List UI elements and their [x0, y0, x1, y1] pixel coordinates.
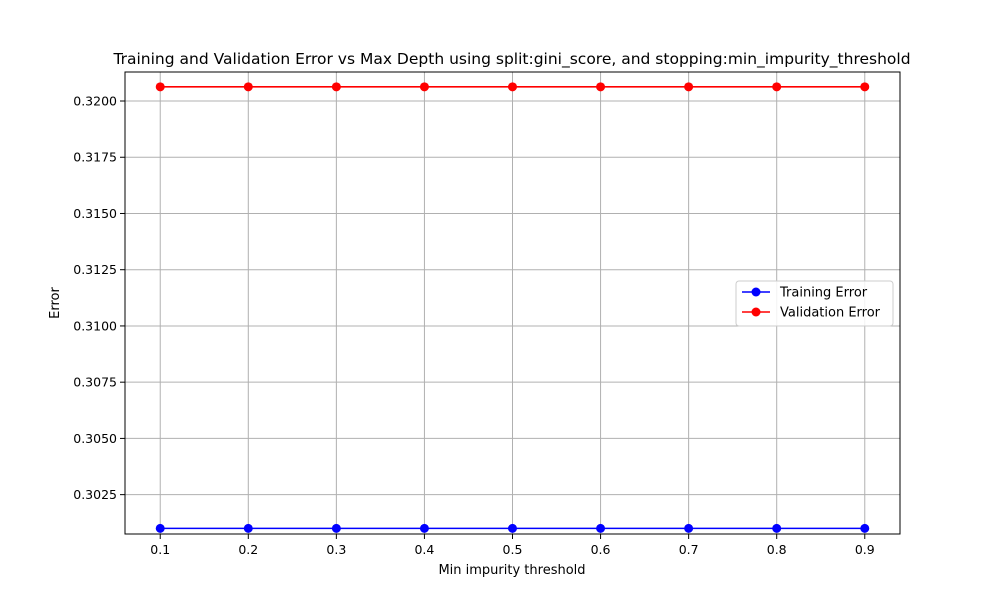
validation-error-point — [596, 82, 606, 92]
x-tick-label: 0.7 — [679, 542, 699, 557]
x-tick-label: 0.4 — [414, 542, 434, 557]
validation-error-series — [155, 82, 870, 92]
y-tick-label: 0.3175 — [73, 150, 117, 165]
training-error-point — [419, 523, 429, 533]
validation-error-point — [508, 82, 517, 92]
validation-error-point — [331, 82, 341, 92]
training-error-point — [155, 523, 165, 533]
y-tick-label: 0.3025 — [73, 487, 117, 502]
legend-box — [735, 280, 894, 327]
training-error-point — [508, 523, 517, 533]
x-tick-label: 0.6 — [591, 542, 611, 557]
training-error-point — [331, 523, 341, 533]
series-layer — [155, 82, 870, 533]
y-tick-label: 0.3200 — [73, 94, 117, 109]
x-tick-label: 0.8 — [767, 542, 787, 557]
y-axis-label: Error — [48, 287, 63, 319]
validation-error-point — [684, 82, 694, 92]
validation-error-point — [419, 82, 429, 92]
x-tick-label: 0.3 — [326, 542, 346, 557]
legend-training-error-marker — [751, 287, 761, 297]
x-tick-label: 0.9 — [855, 542, 875, 557]
x-axis-label: Min impurity threshold — [438, 563, 585, 578]
legend-validation-error-marker — [751, 307, 761, 317]
legend-training-error-label: Training Error — [779, 286, 868, 301]
y-tick-label: 0.3100 — [73, 318, 117, 333]
validation-error-point — [155, 82, 165, 92]
training-error-point — [684, 523, 694, 533]
x-tick-label: 0.2 — [238, 542, 258, 557]
x-tick-label: 0.1 — [150, 542, 170, 557]
y-tick-label: 0.3075 — [73, 375, 117, 390]
y-tick-label: 0.3125 — [73, 262, 117, 277]
training-error-series — [155, 523, 870, 533]
validation-error-point — [772, 82, 782, 92]
y-tick-label: 0.3150 — [73, 206, 117, 221]
validation-error-point — [860, 82, 870, 92]
chart-title: Training and Validation Error vs Max Dep… — [112, 50, 910, 69]
y-tick-label: 0.3050 — [73, 431, 117, 446]
x-axis-ticks: 0.1 0.2 0.3 0.4 0.5 0.6 0.7 0.8 0.9 — [150, 534, 875, 557]
training-error-point — [860, 523, 870, 533]
training-error-point — [243, 523, 253, 533]
validation-error-point — [243, 82, 253, 92]
legend-validation-error-label: Validation Error — [780, 306, 881, 321]
training-error-point — [772, 523, 782, 533]
y-axis-ticks: 0.3025 0.3050 0.3075 0.3100 0.3125 0.3150 0.31… — [73, 94, 125, 502]
training-error-point — [596, 523, 606, 533]
x-tick-label: 0.5 — [503, 542, 523, 557]
legend: Training Error Validation Error — [735, 280, 894, 327]
